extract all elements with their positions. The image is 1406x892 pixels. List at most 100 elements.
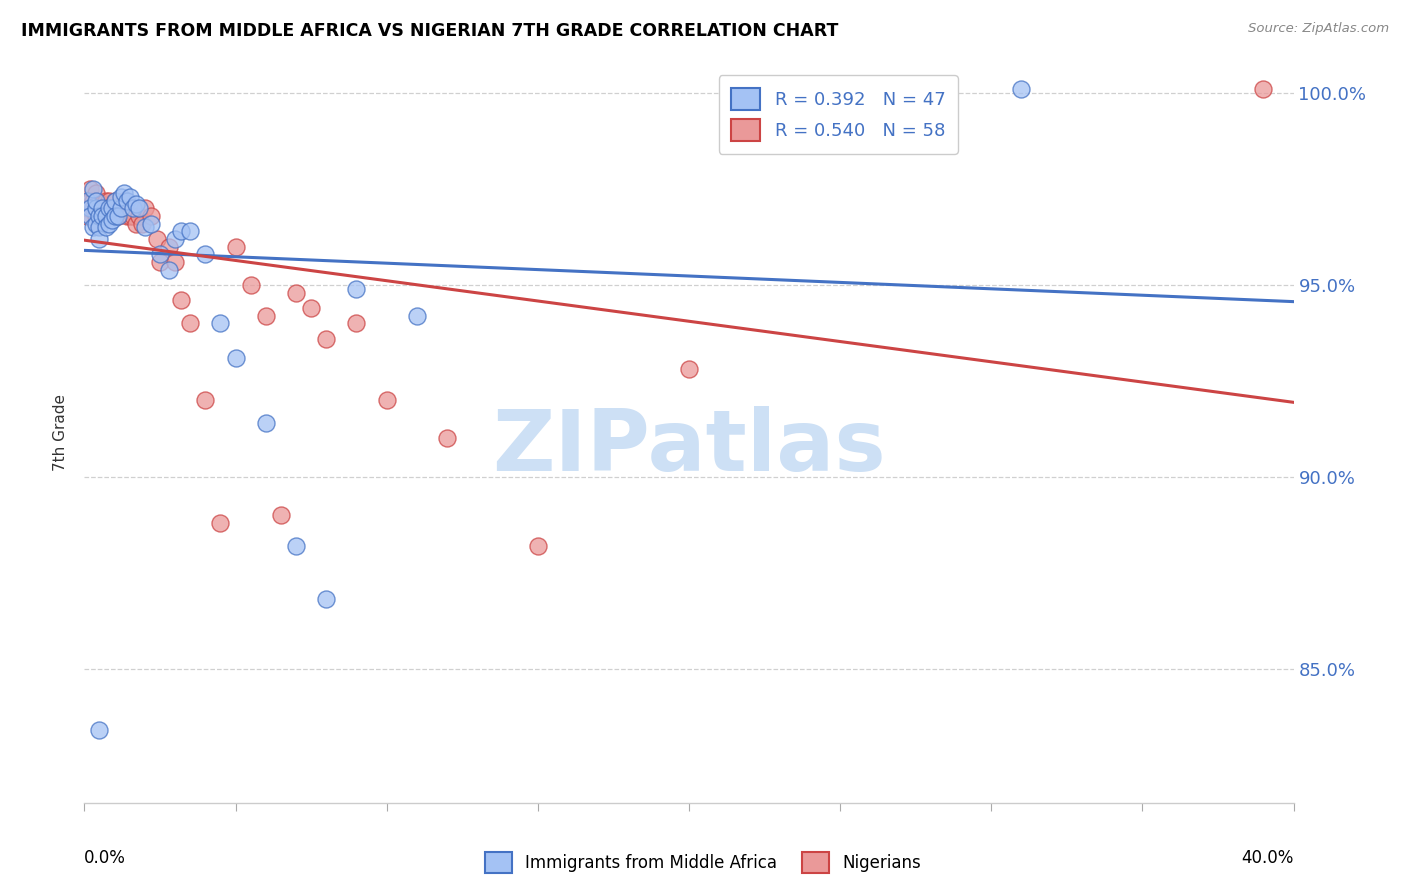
Point	[104, 194, 127, 208]
Point	[82, 194, 104, 208]
Point	[285, 285, 308, 300]
Point	[91, 201, 114, 215]
Point	[678, 362, 700, 376]
Point	[97, 201, 120, 215]
Point	[79, 201, 101, 215]
Point	[165, 232, 187, 246]
Point	[94, 209, 117, 223]
Point	[239, 277, 262, 292]
Point	[91, 201, 114, 215]
Point	[1253, 82, 1275, 96]
Point	[86, 201, 108, 215]
Point	[104, 209, 127, 223]
Point	[94, 201, 117, 215]
Point	[91, 209, 114, 223]
Point	[89, 220, 111, 235]
Legend: R = 0.392   N = 47, R = 0.540   N = 58: R = 0.392 N = 47, R = 0.540 N = 58	[718, 75, 957, 153]
Point	[128, 209, 150, 223]
Point	[112, 201, 135, 215]
Point	[118, 209, 141, 223]
Point	[107, 201, 129, 215]
Point	[406, 309, 429, 323]
Point	[375, 392, 398, 407]
Point	[270, 508, 292, 522]
Point	[100, 209, 122, 223]
Legend: Immigrants from Middle Africa, Nigerians: Immigrants from Middle Africa, Nigerians	[478, 846, 928, 880]
Point	[225, 351, 247, 365]
Point	[107, 209, 129, 223]
Point	[134, 220, 156, 235]
Point	[149, 247, 172, 261]
Text: IMMIGRANTS FROM MIDDLE AFRICA VS NIGERIAN 7TH GRADE CORRELATION CHART: IMMIGRANTS FROM MIDDLE AFRICA VS NIGERIA…	[21, 22, 838, 40]
Point	[527, 539, 550, 553]
Point	[299, 301, 322, 315]
Point	[82, 220, 104, 235]
Point	[115, 194, 138, 208]
Point	[76, 201, 98, 215]
Point	[86, 201, 108, 215]
Point	[149, 255, 172, 269]
Point	[225, 239, 247, 253]
Point	[100, 212, 122, 227]
Point	[89, 217, 111, 231]
Point	[76, 209, 98, 223]
Point	[112, 186, 135, 200]
Point	[194, 392, 217, 407]
Text: 40.0%: 40.0%	[1241, 849, 1294, 867]
Point	[86, 209, 108, 223]
Point	[165, 255, 187, 269]
Point	[94, 220, 117, 235]
Point	[315, 592, 337, 607]
Point	[118, 190, 141, 204]
Point	[125, 217, 148, 231]
Point	[94, 209, 117, 223]
Point	[157, 239, 180, 253]
Point	[104, 201, 127, 215]
Point	[89, 209, 111, 223]
Point	[115, 209, 138, 223]
Point	[112, 194, 135, 208]
Point	[100, 201, 122, 215]
Point	[97, 217, 120, 231]
Point	[346, 316, 368, 330]
Point	[94, 194, 117, 208]
Point	[79, 209, 101, 223]
Point	[134, 201, 156, 215]
Point	[91, 197, 114, 211]
Point	[79, 194, 101, 208]
Point	[179, 224, 201, 238]
Text: ZIPatlas: ZIPatlas	[492, 406, 886, 489]
Point	[97, 194, 120, 208]
Point	[110, 201, 132, 215]
Point	[89, 201, 111, 215]
Point	[110, 190, 132, 204]
Point	[110, 201, 132, 215]
Point	[97, 201, 120, 215]
Point	[91, 209, 114, 223]
Point	[86, 194, 108, 208]
Point	[128, 201, 150, 215]
Point	[89, 209, 111, 223]
Point	[254, 416, 277, 430]
Point	[194, 247, 217, 261]
Point	[100, 201, 122, 215]
Y-axis label: 7th Grade: 7th Grade	[53, 394, 69, 471]
Point	[209, 516, 232, 530]
Point	[209, 316, 232, 330]
Point	[170, 224, 193, 238]
Point	[254, 309, 277, 323]
Point	[315, 332, 337, 346]
Point	[139, 217, 162, 231]
Point	[76, 194, 98, 208]
Point	[131, 217, 153, 231]
Text: Source: ZipAtlas.com: Source: ZipAtlas.com	[1249, 22, 1389, 36]
Point	[157, 262, 180, 277]
Point	[107, 209, 129, 223]
Point	[121, 201, 143, 215]
Text: 0.0%: 0.0%	[84, 849, 127, 867]
Point	[104, 194, 127, 208]
Point	[125, 197, 148, 211]
Point	[285, 539, 308, 553]
Point	[170, 293, 193, 308]
Point	[86, 217, 108, 231]
